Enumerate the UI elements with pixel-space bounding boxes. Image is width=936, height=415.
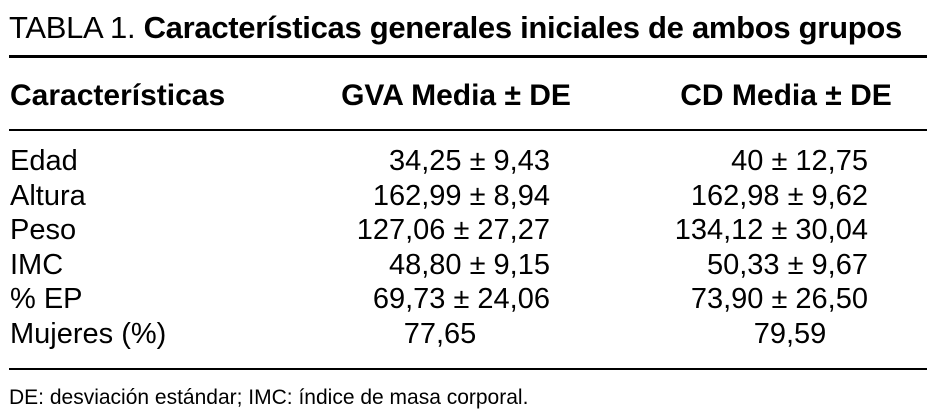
row-label: Altura [10,179,86,212]
table-footnote: DE: desviación estándar; IMC: índice de … [9,386,529,409]
row-label: Peso [10,214,77,246]
top-rule [9,55,927,58]
cd-value: 50,33 ± 9,67 [706,248,868,281]
header-rule [9,129,927,131]
bottom-rule [9,368,927,370]
table-row: Peso 127,06 ± 27,27 134,12 ± 30,04 [0,213,936,248]
row-label: % EP [10,283,83,315]
header-caracteristicas: Características [10,79,226,112]
table-row: Mujeres (%) 77,65 79,59 [0,317,936,352]
gva-value: 127,06 ± 27,27 [356,214,550,246]
gva-value: 69,73 ± 24,06 [372,283,550,315]
table-row: % EP 69,73 ± 24,06 73,90 ± 26,50 [0,282,936,317]
table-title: TABLA 1. Características generales inici… [9,8,902,48]
gva-value: 48,80 ± 9,15 [388,248,550,281]
header-cd: CD Media ± DE [680,79,892,112]
row-label: Mujeres (%) [10,317,167,350]
header-gva: GVA Media ± DE [341,79,571,112]
row-label: IMC [10,248,64,281]
cd-value: 79,59 [753,317,827,350]
table-row: Altura 162,99 ± 8,94 162,98 ± 9,62 [0,179,936,214]
table-body: Edad 34,25 ± 9,43 40 ± 12,75 Altura 162,… [0,144,936,351]
row-label: Edad [10,145,78,177]
cd-value: 40 ± 12,75 [731,145,868,177]
table-number: TABLA 1. [9,10,136,45]
cd-value: 73,90 ± 26,50 [690,283,868,315]
gva-value: 162,99 ± 8,94 [372,179,550,212]
table-row: IMC 48,80 ± 9,15 50,33 ± 9,67 [0,248,936,283]
table-row: Edad 34,25 ± 9,43 40 ± 12,75 [0,144,936,179]
gva-value: 34,25 ± 9,43 [388,145,550,177]
table-caption: Características generales iniciales de a… [143,10,903,45]
cd-value: 162,98 ± 9,62 [690,179,868,212]
gva-value: 77,65 [403,317,477,350]
cd-value: 134,12 ± 30,04 [674,214,868,246]
